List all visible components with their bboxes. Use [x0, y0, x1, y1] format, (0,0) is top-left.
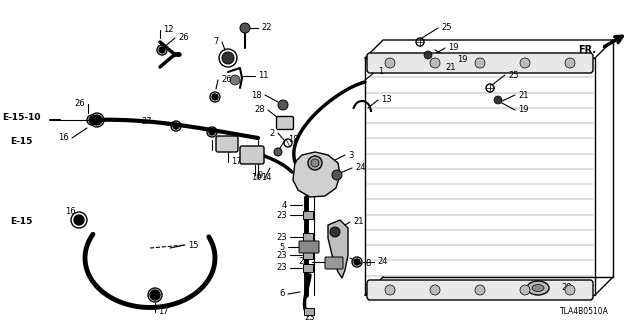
Text: 23: 23 — [276, 211, 287, 220]
Text: 8: 8 — [365, 260, 371, 268]
Text: 16: 16 — [65, 207, 76, 217]
Circle shape — [89, 117, 95, 123]
Text: E-15-10: E-15-10 — [2, 114, 40, 123]
Text: 13: 13 — [381, 95, 392, 105]
Circle shape — [311, 159, 319, 167]
Text: 21: 21 — [518, 91, 529, 100]
Text: 5: 5 — [280, 243, 285, 252]
Text: 24: 24 — [355, 164, 365, 172]
Circle shape — [150, 290, 160, 300]
FancyBboxPatch shape — [367, 53, 593, 73]
Text: 25: 25 — [441, 23, 451, 33]
Circle shape — [385, 285, 395, 295]
Text: 20: 20 — [561, 284, 572, 292]
Text: 26: 26 — [178, 34, 189, 43]
Text: 15: 15 — [188, 241, 198, 250]
Circle shape — [475, 58, 485, 68]
Text: 26: 26 — [221, 76, 232, 84]
Circle shape — [240, 23, 250, 33]
Text: 23: 23 — [276, 263, 287, 273]
Text: 17: 17 — [231, 157, 242, 166]
Circle shape — [222, 52, 234, 64]
Circle shape — [565, 285, 575, 295]
FancyBboxPatch shape — [367, 280, 593, 300]
FancyBboxPatch shape — [325, 257, 343, 269]
Text: 19: 19 — [457, 55, 467, 65]
Circle shape — [74, 215, 84, 225]
FancyBboxPatch shape — [303, 211, 313, 219]
Text: E-15: E-15 — [10, 218, 33, 227]
FancyBboxPatch shape — [304, 308, 314, 315]
Text: 24: 24 — [298, 258, 309, 267]
FancyBboxPatch shape — [303, 251, 313, 259]
Circle shape — [274, 148, 282, 156]
Circle shape — [173, 123, 179, 129]
Circle shape — [92, 115, 102, 125]
Text: 9: 9 — [258, 171, 263, 180]
Circle shape — [230, 75, 240, 85]
Ellipse shape — [532, 284, 544, 292]
Text: 18: 18 — [252, 91, 262, 100]
Text: TLA4B0510A: TLA4B0510A — [560, 308, 609, 316]
Text: 10: 10 — [252, 173, 262, 182]
Text: 22: 22 — [261, 23, 271, 33]
Circle shape — [332, 170, 342, 180]
Text: 11: 11 — [258, 71, 269, 81]
Text: 25: 25 — [508, 70, 518, 79]
Text: 4: 4 — [282, 201, 287, 210]
Polygon shape — [328, 220, 348, 278]
Text: 26: 26 — [215, 146, 226, 155]
Text: 19: 19 — [518, 106, 529, 115]
Circle shape — [354, 259, 360, 265]
FancyBboxPatch shape — [303, 233, 313, 241]
Circle shape — [475, 285, 485, 295]
Text: 21: 21 — [353, 218, 364, 227]
Text: 2: 2 — [269, 129, 275, 138]
Circle shape — [209, 129, 215, 135]
Circle shape — [308, 156, 322, 170]
Text: 14: 14 — [261, 173, 271, 182]
Circle shape — [494, 96, 502, 104]
Text: 12: 12 — [163, 26, 173, 35]
Text: FR.: FR. — [578, 45, 596, 55]
Text: 21: 21 — [445, 63, 456, 73]
Circle shape — [424, 51, 432, 59]
Text: 23: 23 — [276, 251, 287, 260]
FancyBboxPatch shape — [276, 116, 294, 130]
Text: 24: 24 — [377, 258, 387, 267]
Text: 23: 23 — [305, 314, 316, 320]
Circle shape — [212, 94, 218, 100]
Circle shape — [278, 100, 288, 110]
Text: 17: 17 — [158, 308, 168, 316]
FancyBboxPatch shape — [216, 136, 238, 152]
Text: 23: 23 — [276, 233, 287, 242]
Circle shape — [159, 47, 165, 53]
Circle shape — [430, 285, 440, 295]
Circle shape — [430, 58, 440, 68]
Ellipse shape — [527, 281, 549, 295]
Text: 7: 7 — [214, 37, 219, 46]
Text: 18: 18 — [288, 135, 299, 145]
Text: E-15: E-15 — [10, 138, 33, 147]
Text: 28: 28 — [254, 106, 265, 115]
Polygon shape — [293, 152, 340, 197]
Circle shape — [385, 58, 395, 68]
Circle shape — [520, 58, 530, 68]
Text: 3: 3 — [348, 150, 353, 159]
FancyBboxPatch shape — [303, 264, 313, 272]
Text: 6: 6 — [280, 290, 285, 299]
Circle shape — [330, 227, 340, 237]
Circle shape — [565, 58, 575, 68]
Text: 1: 1 — [378, 68, 383, 76]
Text: 16: 16 — [58, 133, 69, 142]
Text: 26: 26 — [74, 100, 85, 108]
Text: 19: 19 — [448, 44, 458, 52]
FancyBboxPatch shape — [240, 146, 264, 164]
FancyBboxPatch shape — [299, 241, 319, 253]
Circle shape — [520, 285, 530, 295]
Text: 27: 27 — [141, 117, 152, 126]
